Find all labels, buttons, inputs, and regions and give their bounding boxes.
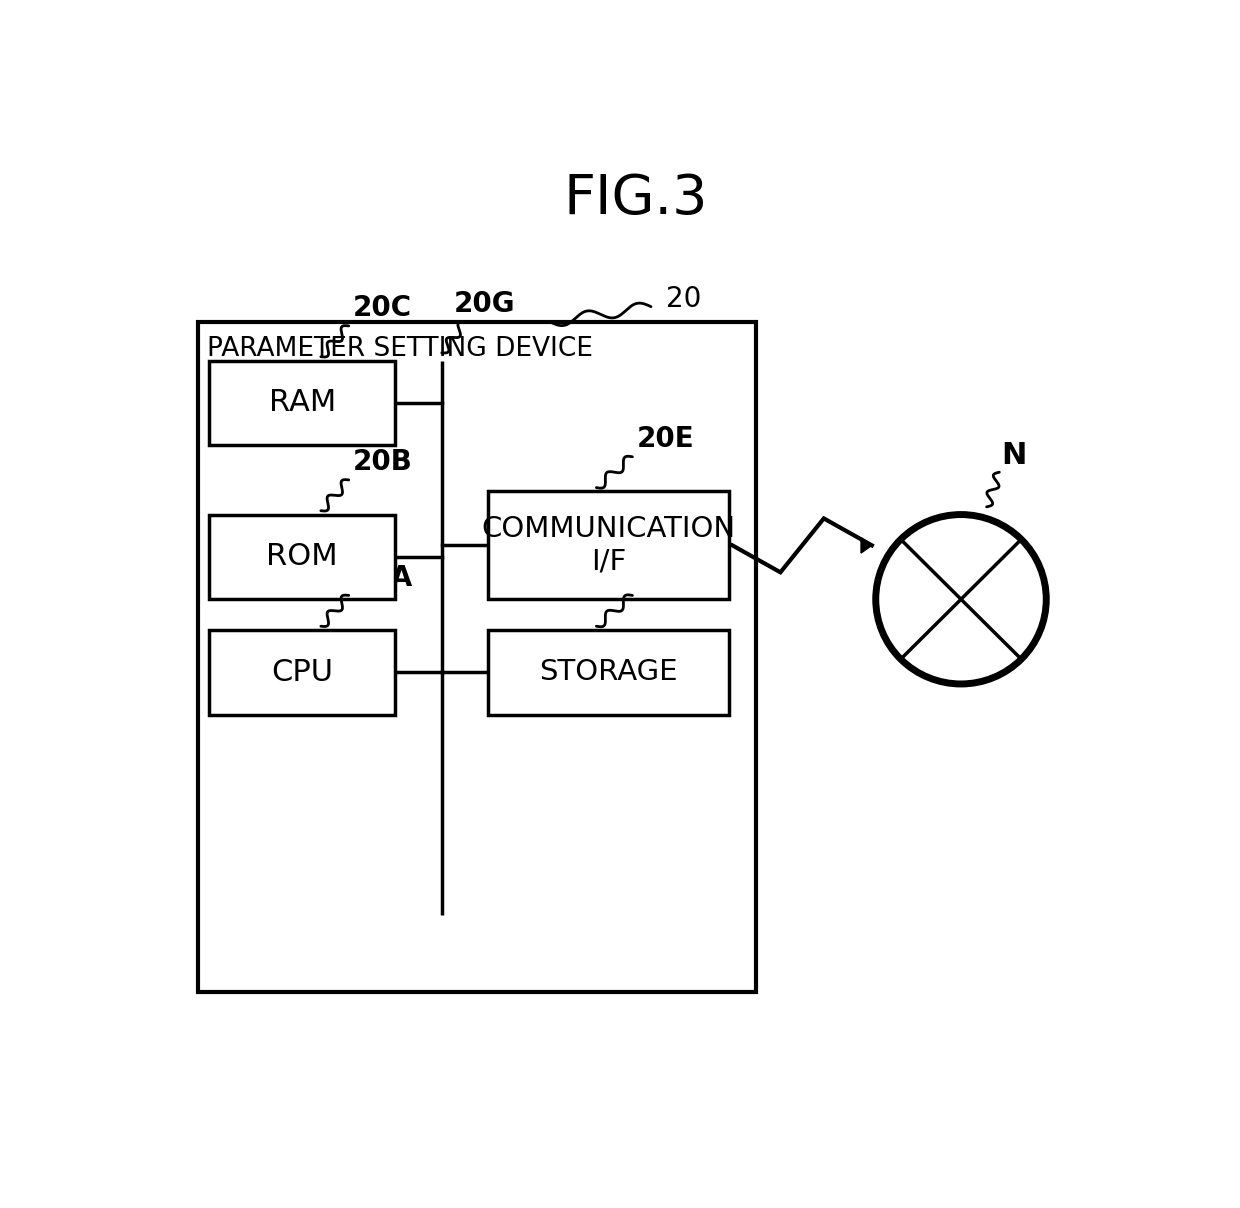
Bar	[489, 492, 729, 599]
Polygon shape	[861, 538, 872, 553]
Bar	[210, 515, 396, 599]
Text: CPU: CPU	[272, 658, 334, 687]
Text: 20D: 20D	[637, 564, 699, 592]
Text: 20G: 20G	[454, 290, 515, 318]
Text: 20A: 20A	[352, 564, 413, 592]
Text: RAM: RAM	[269, 389, 336, 418]
Bar	[489, 631, 729, 715]
Text: 20B: 20B	[352, 448, 413, 476]
Text: ROM: ROM	[267, 542, 339, 571]
Text: 20C: 20C	[352, 294, 412, 323]
Bar	[210, 631, 396, 715]
Text: N: N	[1001, 441, 1027, 470]
Text: 20E: 20E	[637, 425, 694, 453]
Text: PARAMETER SETTING DEVICE: PARAMETER SETTING DEVICE	[207, 336, 593, 362]
Text: COMMUNICATION
I/F: COMMUNICATION I/F	[481, 515, 735, 575]
Text: 20: 20	[667, 285, 702, 313]
Text: FIG.3: FIG.3	[563, 172, 708, 226]
Text: STORAGE: STORAGE	[539, 658, 677, 686]
Bar	[197, 323, 755, 992]
Bar	[210, 360, 396, 446]
